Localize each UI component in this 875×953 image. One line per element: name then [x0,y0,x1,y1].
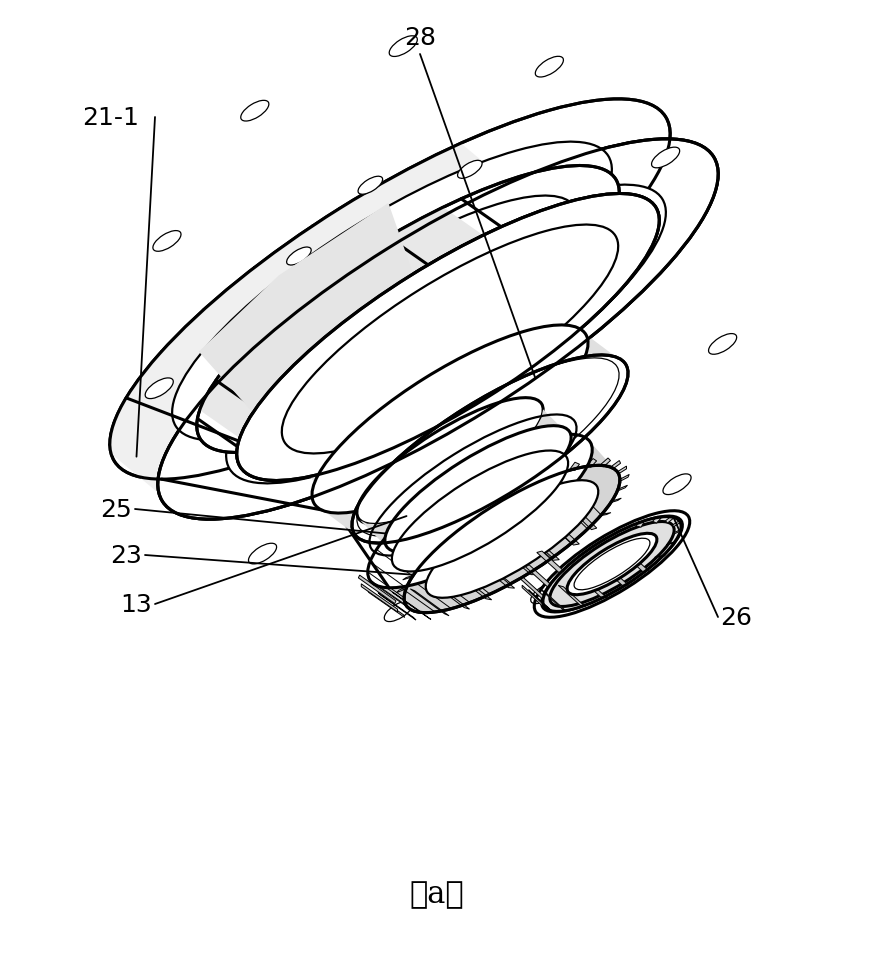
Ellipse shape [389,37,417,57]
Text: 23: 23 [110,543,142,567]
Ellipse shape [287,248,312,266]
Polygon shape [314,335,628,543]
Ellipse shape [312,326,588,514]
Polygon shape [370,442,620,613]
Polygon shape [360,410,571,553]
Polygon shape [402,576,415,580]
Polygon shape [427,549,439,550]
Text: 21-1: 21-1 [82,106,139,130]
Polygon shape [612,461,620,470]
Text: （a）: （a） [410,879,465,909]
Ellipse shape [538,465,563,483]
Polygon shape [667,541,676,545]
Polygon shape [396,587,408,593]
Polygon shape [361,584,397,612]
Ellipse shape [237,194,659,481]
Polygon shape [601,458,611,467]
Text: 28: 28 [404,26,436,50]
Ellipse shape [248,543,276,564]
Polygon shape [368,590,404,618]
Ellipse shape [158,140,718,519]
Text: 25: 25 [100,497,132,521]
Polygon shape [598,513,611,517]
Ellipse shape [241,101,269,122]
Ellipse shape [429,497,453,516]
Polygon shape [616,486,627,492]
Polygon shape [654,556,665,558]
Ellipse shape [531,583,559,604]
Polygon shape [587,459,597,468]
Ellipse shape [652,148,680,169]
Polygon shape [522,585,544,608]
Polygon shape [430,583,470,610]
Polygon shape [477,562,514,589]
Polygon shape [618,467,626,475]
Ellipse shape [333,461,358,479]
Polygon shape [563,500,597,530]
Polygon shape [393,593,431,619]
Polygon shape [521,577,544,599]
Polygon shape [653,517,661,523]
Ellipse shape [567,534,657,595]
Text: 26: 26 [720,605,752,629]
Polygon shape [673,530,682,535]
Ellipse shape [357,398,543,525]
Ellipse shape [550,206,574,224]
Ellipse shape [709,335,737,355]
Ellipse shape [110,100,670,479]
Ellipse shape [496,451,564,504]
Polygon shape [620,475,629,482]
Polygon shape [620,551,648,572]
Ellipse shape [358,177,382,195]
Polygon shape [110,144,509,494]
Polygon shape [526,565,551,587]
Ellipse shape [145,378,173,399]
Polygon shape [544,517,579,545]
Ellipse shape [226,186,666,484]
Ellipse shape [392,451,568,572]
Ellipse shape [426,480,598,598]
Ellipse shape [271,362,297,380]
Ellipse shape [536,57,564,78]
Ellipse shape [153,232,181,252]
Polygon shape [500,549,537,575]
Polygon shape [570,463,579,471]
Polygon shape [444,534,456,536]
Ellipse shape [197,167,620,453]
Polygon shape [199,204,478,546]
Polygon shape [378,593,416,620]
Ellipse shape [158,140,718,519]
Polygon shape [636,521,644,528]
Ellipse shape [237,194,659,481]
Polygon shape [453,574,492,600]
Ellipse shape [384,601,412,622]
Ellipse shape [282,225,619,454]
Polygon shape [578,578,606,598]
Text: 13: 13 [120,593,151,617]
Polygon shape [523,534,559,560]
Polygon shape [465,518,475,521]
Polygon shape [541,590,567,612]
Polygon shape [558,586,585,607]
Polygon shape [410,589,449,617]
Polygon shape [528,590,552,613]
Polygon shape [359,576,396,604]
Polygon shape [666,517,674,523]
Polygon shape [413,562,425,566]
Ellipse shape [596,382,620,400]
Ellipse shape [385,426,571,553]
Ellipse shape [458,161,482,179]
Ellipse shape [542,517,682,613]
Ellipse shape [663,475,691,495]
Polygon shape [537,552,564,573]
Ellipse shape [172,143,612,441]
Polygon shape [610,498,621,503]
Ellipse shape [352,355,628,543]
Polygon shape [673,521,680,528]
Polygon shape [200,208,483,438]
Ellipse shape [241,196,578,425]
Polygon shape [600,566,628,585]
Ellipse shape [550,522,674,607]
